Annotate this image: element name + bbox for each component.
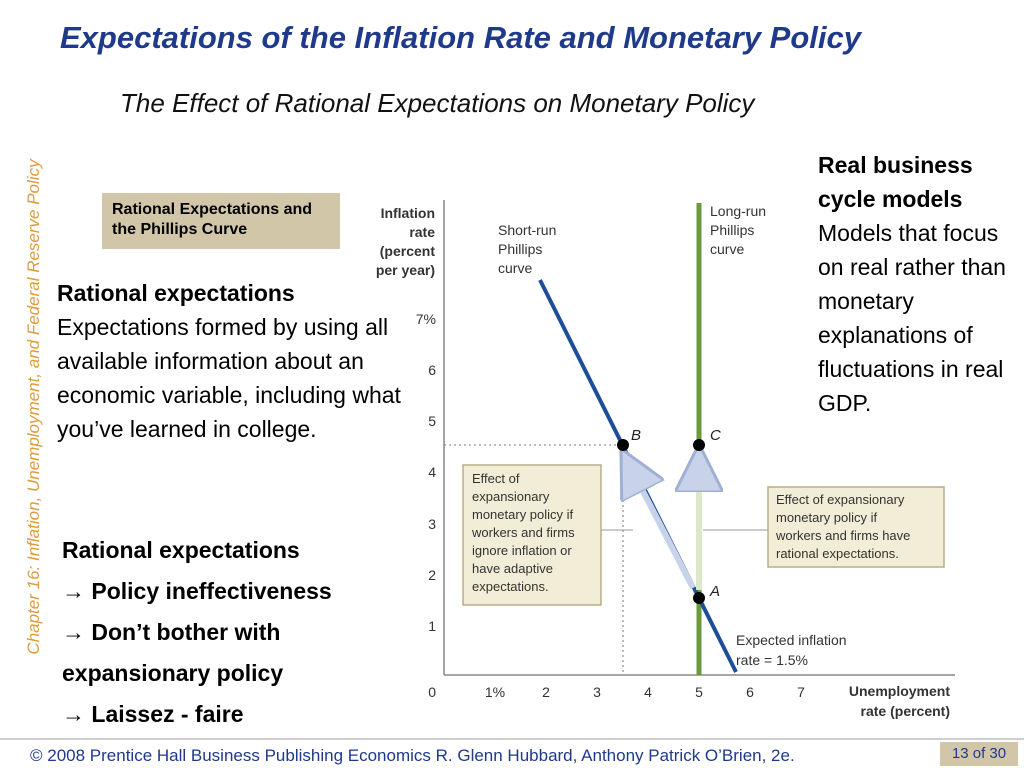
point-a-marker [693,592,705,604]
lrpc-label-line: Phillips [710,222,754,238]
page-number: 13 of 30 [940,742,1018,766]
chapter-sidebar: Chapter 16: Inflation, Unemployment, and… [22,94,46,720]
y-tick-label: 6 [428,362,436,378]
slide-title: Expectations of the Inflation Rate and M… [60,20,861,55]
y-axis-label-line: Inflation [381,205,435,221]
y-axis-label-line: per year) [376,262,435,278]
definition-term: Real business cycle models [818,152,973,212]
y-axis-label-line: (percent [380,243,436,259]
y-tick-label: 2 [428,567,436,583]
y-tick-label: 3 [428,516,436,532]
x-axis-label-line: rate (percent) [861,703,950,719]
point-a-label: A [709,583,720,600]
adaptive-note-line: workers and firms [471,525,575,540]
point-item: expansionary policy [62,660,284,686]
srpc-label-line: Short-run [498,222,556,238]
adaptive-note-line: expectations. [472,579,549,594]
chapter-sidebar-text: Chapter 16: Inflation, Unemployment, and… [24,159,43,655]
adaptive-note-line: have adaptive [472,561,553,576]
adaptive-note-line: monetary policy if [472,507,574,522]
adaptive-note-line: Effect of [472,471,520,486]
y-axis-label-line: rate [409,224,435,240]
point-item: Rational expectations [62,537,300,563]
adaptive-note-box [462,464,602,606]
x-tick-label: 6 [746,684,754,700]
rational-note-line: workers and firms have [775,528,910,543]
figure-label: Rational Expectations and the Phillips C… [102,193,340,249]
point-item: → Don’t bother with [62,619,281,645]
srpc-label-line: curve [498,260,532,276]
x-tick-label: 7 [797,684,805,700]
point-item: → Laissez - faire [62,701,244,727]
real-business-cycle-definition: Real business cycle models Models that f… [818,148,1018,420]
x-tick-label: 3 [593,684,601,700]
slide-subtitle: The Effect of Rational Expectations on M… [120,88,755,118]
x-axis-label-line: Unemployment [849,683,950,699]
x-tick-label: 2 [542,684,550,700]
y-tick-label: 7% [416,311,436,327]
rational-expectations-definition: Rational expectations Expectations forme… [57,276,417,446]
footer-divider [0,738,1024,740]
definition-text: Models that focus on real rather than mo… [818,220,1006,416]
x-tick-label: 1% [485,684,505,700]
adaptive-note-line: ignore inflation or [472,543,572,558]
lrpc-label-line: Long-run [710,203,766,219]
x-tick-label: 5 [695,684,703,700]
srpc-label-line: Phillips [498,241,542,257]
rational-note-box [767,486,945,568]
y-tick-label: 1 [428,618,436,634]
expected-inflation-note-line: Expected inflation [736,632,847,648]
rational-note-line: rational expectations. [776,546,899,561]
definition-text: Expectations formed by using all availab… [57,314,401,442]
point-b-marker [617,439,629,451]
point-b-label: B [631,427,641,444]
y-tick-label: 0 [428,684,436,700]
adaptive-note-line: expansionary [472,489,550,504]
phillips-curve-diagram: Inflation rate (percent per year) 0 1 2 … [376,200,955,719]
definition-term: Rational expectations [57,280,295,306]
x-tick-label: 4 [644,684,652,700]
lrpc-label-line: curve [710,241,744,257]
rational-note-line: Effect of expansionary [776,492,905,507]
y-tick-label: 4 [428,464,436,480]
point-c-label: C [710,427,721,444]
adaptive-movement-arrow [632,470,696,590]
expected-inflation-note-line: rate = 1.5% [736,652,808,668]
footer-text: © 2008 Prentice Hall Business Publishing… [30,746,795,765]
y-tick-label: 5 [428,413,436,429]
point-item: → Policy ineffectiveness [62,578,332,604]
rational-note-line: monetary policy if [776,510,878,525]
point-c-marker [693,439,705,451]
policy-points: Rational expectations → Policy ineffecti… [62,530,332,735]
